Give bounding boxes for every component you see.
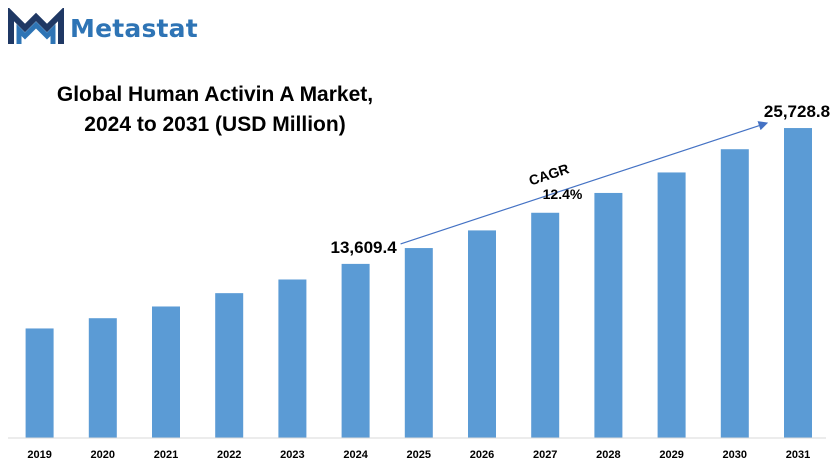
x-tick-label-2025: 2025 <box>407 449 431 461</box>
x-tick-label-2029: 2029 <box>659 449 683 461</box>
bar-2023 <box>278 279 307 438</box>
brand-logo: Metastat <box>8 8 198 48</box>
x-tick-label-2031: 2031 <box>786 449 810 461</box>
bar-2022 <box>215 293 244 438</box>
x-tick-label-2027: 2027 <box>533 449 557 461</box>
bar-2030 <box>720 149 749 439</box>
bar-2029 <box>657 172 686 439</box>
chart-title-line-1: Global Human Activin A Market, <box>56 83 374 106</box>
bar-2025 <box>404 248 433 438</box>
cagr-trend-arrow <box>400 121 769 245</box>
x-tick-label-2020: 2020 <box>91 449 115 461</box>
bar-2031 <box>784 128 812 439</box>
x-tick-label-2026: 2026 <box>470 449 494 461</box>
end-value-label: 25,728.8 <box>764 102 830 121</box>
start-value-label: 13,609.4 <box>331 238 398 257</box>
brand-name: Metastat <box>70 13 198 43</box>
x-tick-label-2021: 2021 <box>154 449 178 461</box>
bar-2020 <box>88 318 117 438</box>
x-tick-label-2019: 2019 <box>27 449 51 461</box>
bar-2028 <box>594 192 623 438</box>
cagr-value: 12.4% <box>543 186 583 202</box>
chart-title-line-2: 2024 to 2031 (USD Million) <box>84 113 346 136</box>
x-tick-label-2022: 2022 <box>217 449 241 461</box>
chart-title: Global Human Activin A Market, 2024 to 2… <box>30 80 400 140</box>
x-tick-label-2030: 2030 <box>723 449 747 461</box>
metastat-m-logo-icon <box>8 8 64 44</box>
cagr-label: CAGR <box>527 160 571 188</box>
bar-2019 <box>25 328 54 438</box>
x-tick-label-2028: 2028 <box>596 449 620 461</box>
bar-2024 <box>341 263 370 438</box>
x-tick-label-2024: 2024 <box>343 449 368 461</box>
bar-2027 <box>531 212 560 438</box>
x-tick-label-2023: 2023 <box>280 449 304 461</box>
bar-2021 <box>152 306 180 438</box>
bar-2026 <box>468 230 496 438</box>
